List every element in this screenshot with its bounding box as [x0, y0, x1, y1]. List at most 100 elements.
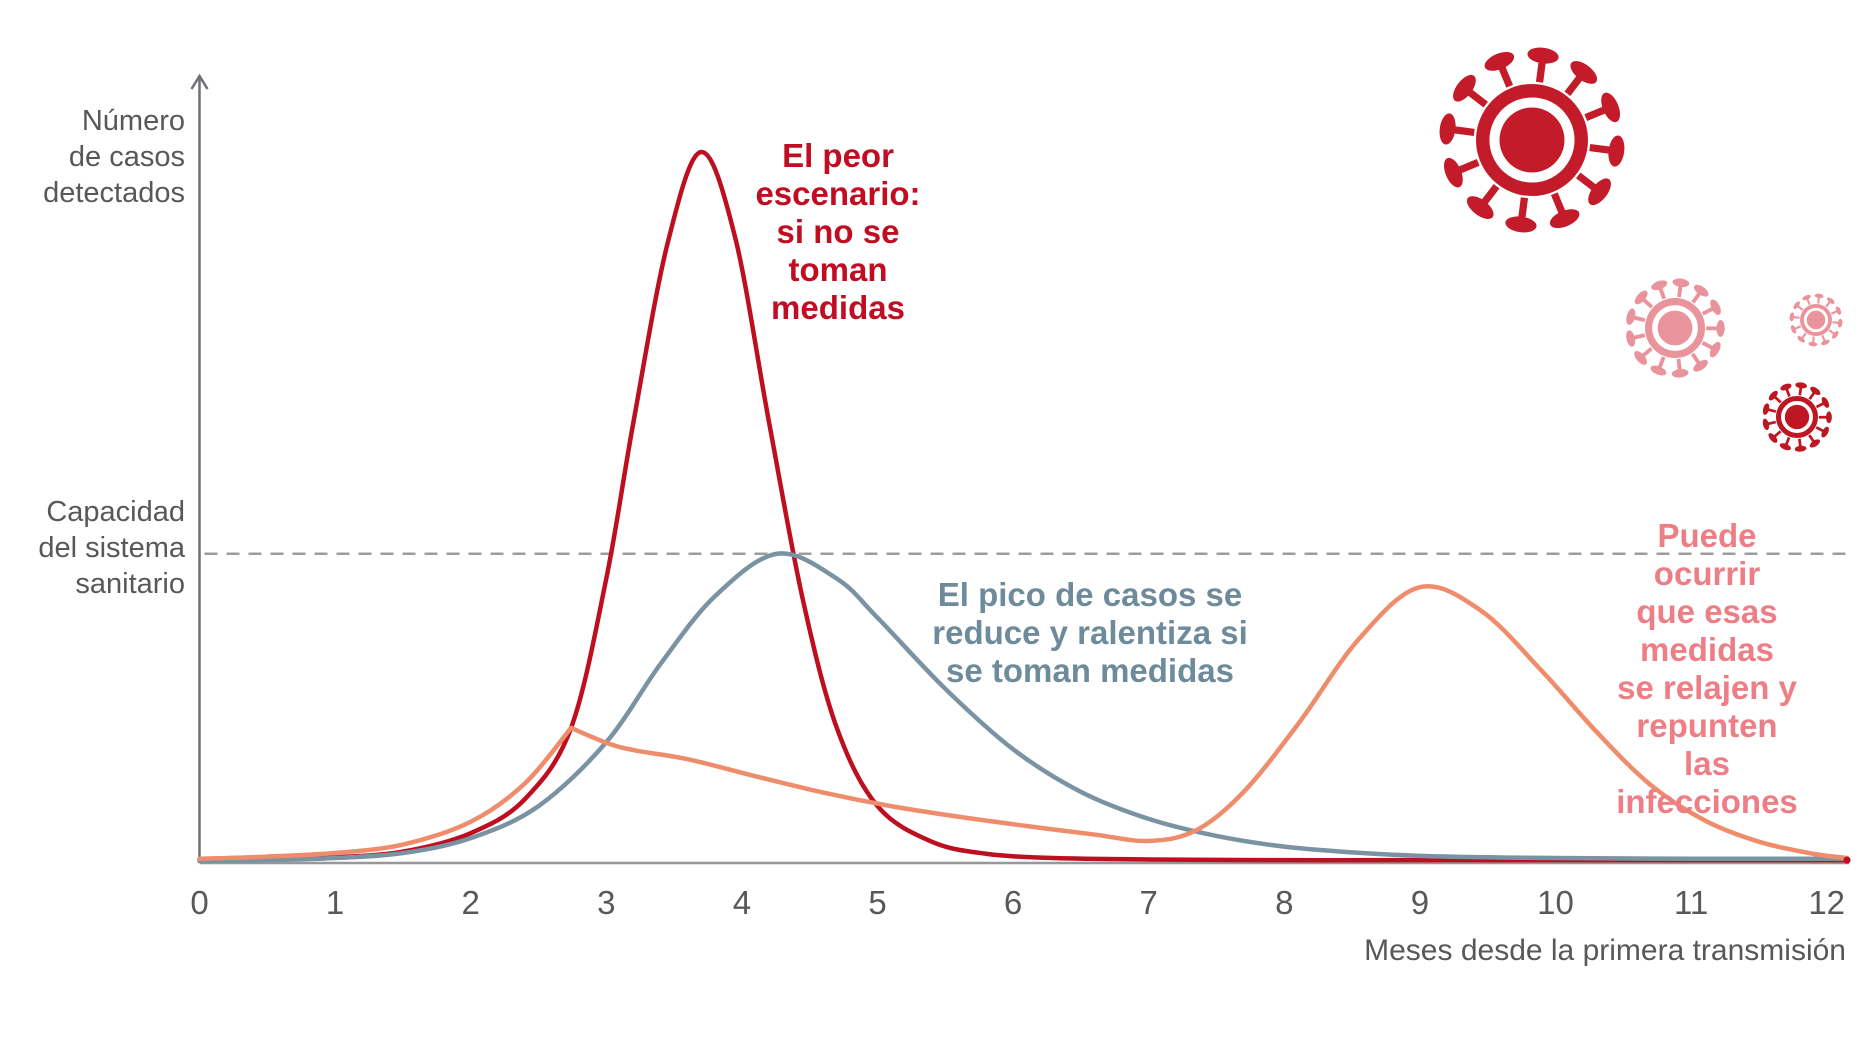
- virus-spike-cap: [1484, 51, 1515, 71]
- virus-spike-stem: [1642, 298, 1654, 309]
- x-tick-label-7: 7: [1139, 884, 1158, 921]
- x-tick-label-11: 11: [1673, 884, 1709, 921]
- virus-spike-stem: [1832, 321, 1839, 324]
- virus-spike-stem: [1798, 387, 1803, 396]
- virus-spike-cap: [1588, 178, 1611, 206]
- virus-spike-cap: [1672, 278, 1690, 288]
- annotation-worst-case: El peor escenario: si no se toman medida…: [755, 137, 921, 326]
- virus-spike-stem: [1633, 333, 1646, 340]
- y-axis-arrowhead: [190, 73, 209, 90]
- virus-spike-stem: [1480, 184, 1500, 206]
- virus-spike-cap: [1762, 403, 1770, 415]
- virus-spike-stem: [1785, 388, 1791, 397]
- virus-spike-stem: [1817, 297, 1820, 304]
- virus-spike-cap: [1762, 418, 1770, 431]
- virus-spike-cap: [1768, 390, 1778, 401]
- virus-spike-stem: [1452, 126, 1475, 137]
- virus-spike-cap: [1634, 290, 1648, 305]
- virus-spike-stem: [1564, 74, 1584, 96]
- virus-core: [1657, 310, 1693, 346]
- virus-spike-stem: [1806, 298, 1811, 306]
- virus-spike-cap: [1809, 439, 1821, 448]
- virus-spike-stem: [1828, 329, 1835, 335]
- virus-spike-cap: [1837, 318, 1843, 328]
- virus-large-icon: [1439, 47, 1625, 233]
- virus-spike-stem: [1633, 315, 1646, 323]
- x-tick-label-3: 3: [597, 884, 616, 921]
- virus-spike-cap: [1626, 308, 1636, 325]
- virus-spike-cap: [1808, 341, 1818, 347]
- virus-spike-cap: [1802, 294, 1811, 301]
- virus-spike-stem: [1812, 336, 1815, 343]
- x-axis-title: Meses desde la primera transmisión: [1364, 934, 1846, 967]
- x-tick-label-1: 1: [325, 884, 345, 921]
- virus-spike-cap: [1671, 369, 1689, 378]
- virus-spike-stem: [1518, 197, 1529, 220]
- virus-spike-stem: [1808, 434, 1815, 443]
- virus-spike-cap: [1794, 445, 1807, 452]
- virus-spike-cap: [1780, 383, 1792, 391]
- x-tick-label-9: 9: [1410, 884, 1430, 921]
- virus-core: [1806, 310, 1826, 330]
- virus-spike-cap: [1821, 426, 1829, 438]
- virus-spike-stem: [1830, 310, 1838, 315]
- virus-spike-cap: [1789, 312, 1795, 322]
- virus-spike-stem: [1690, 352, 1701, 365]
- virus-spike-stem: [1676, 358, 1682, 371]
- virus-spike-stem: [1701, 341, 1714, 350]
- virus-spike-stem: [1825, 301, 1831, 308]
- virus-spike-stem: [1691, 292, 1702, 304]
- virus-spike-cap: [1821, 397, 1830, 408]
- virus-spike-stem: [1808, 391, 1816, 400]
- x-tick-label-6: 6: [1003, 884, 1023, 921]
- virus-spike-stem: [1589, 143, 1612, 154]
- virus-spike-cap: [1570, 61, 1598, 84]
- virus-spike-stem: [1767, 420, 1777, 426]
- x-tick-label-10: 10: [1537, 884, 1574, 921]
- virus-small-dark-icon: [1762, 382, 1832, 452]
- virus-spike-stem: [1773, 396, 1782, 404]
- virus-spike-cap: [1832, 330, 1839, 339]
- virus-spike-stem: [1466, 88, 1488, 108]
- virus-ring: [1776, 395, 1819, 438]
- virus-spike-cap: [1826, 297, 1835, 304]
- virus-spike-stem: [1641, 347, 1653, 358]
- annotation-flattened-curve: El pico de casos se reduce y ralentiza s…: [932, 576, 1248, 689]
- virus-ring: [1800, 304, 1833, 337]
- curve-rebound: [568, 583, 1850, 861]
- virus-core: [1499, 107, 1565, 173]
- virus-spike-stem: [1767, 408, 1777, 413]
- virus-medium-pink-icon: [1626, 278, 1725, 378]
- virus-spike-cap: [1835, 306, 1842, 315]
- virus-spike-cap: [1779, 443, 1791, 451]
- virus-spike-cap: [1795, 382, 1807, 389]
- virus-spike-stem: [1784, 436, 1791, 446]
- virus-spike-cap: [1549, 209, 1580, 229]
- virus-spike-stem: [1797, 305, 1804, 311]
- virus-spike-cap: [1527, 47, 1559, 64]
- virus-spike-stem: [1821, 334, 1826, 342]
- virus-spike-stem: [1793, 316, 1800, 319]
- virus-spike-stem: [1576, 172, 1598, 192]
- curve-end-dot: [1843, 856, 1851, 864]
- virus-spike-cap: [1797, 336, 1806, 343]
- virus-spike-stem: [1815, 426, 1824, 433]
- virus-spike-cap: [1710, 299, 1721, 315]
- virus-spike-cap: [1650, 365, 1667, 376]
- virus-spike-cap: [1814, 293, 1824, 299]
- virus-spike-cap: [1466, 196, 1494, 219]
- virus-ring: [1644, 298, 1705, 359]
- virus-spike-stem: [1535, 60, 1546, 83]
- virus-spike-cap: [1453, 74, 1476, 102]
- virus-spike-cap: [1608, 135, 1625, 167]
- virus-spike-cap: [1810, 386, 1821, 396]
- virus-spike-cap: [1634, 351, 1647, 365]
- virus-small-pink-icon: [1789, 293, 1843, 347]
- virus-spike-stem: [1794, 325, 1802, 330]
- virus-spike-cap: [1693, 284, 1709, 297]
- virus-spike-cap: [1825, 411, 1832, 424]
- virus-spike-stem: [1773, 430, 1782, 438]
- x-tick-label-5: 5: [868, 884, 887, 921]
